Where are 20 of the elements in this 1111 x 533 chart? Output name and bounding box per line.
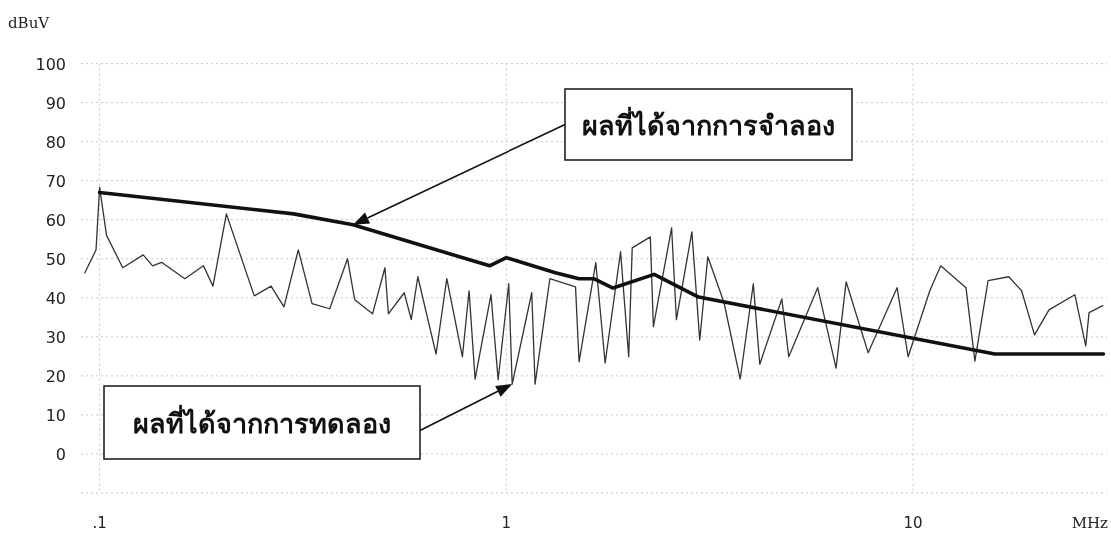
annotation: ผลที่ได้จากการจำลอง: [564, 88, 853, 161]
y-axis-title: dBuV: [8, 14, 51, 32]
y-tick-label: 10: [45, 405, 66, 425]
y-tick-label: 70: [45, 171, 66, 191]
x-axis-title: MHz: [1071, 514, 1109, 532]
x-tick-label: .1: [92, 514, 107, 532]
y-tick-label: 30: [45, 327, 66, 347]
y-tick-label: 80: [45, 132, 66, 152]
y-tick-label: 20: [45, 366, 66, 386]
y-tick-label: 50: [45, 249, 66, 269]
annotation: ผลที่ได้จากการทดลอง: [133, 403, 391, 439]
annotation: ผลที่ได้จากการจำลอง: [582, 105, 835, 141]
annotation: ผลที่ได้จากการทดลอง: [103, 385, 421, 460]
y-tick-label: 100: [35, 54, 66, 74]
y-tick-label: 40: [45, 288, 66, 308]
y-tick-label: 0: [55, 444, 66, 464]
x-tick-label: 10: [903, 514, 923, 532]
x-tick-label: 1: [501, 514, 512, 532]
y-tick-label: 90: [45, 93, 66, 113]
y-tick-label: 60: [45, 210, 66, 230]
